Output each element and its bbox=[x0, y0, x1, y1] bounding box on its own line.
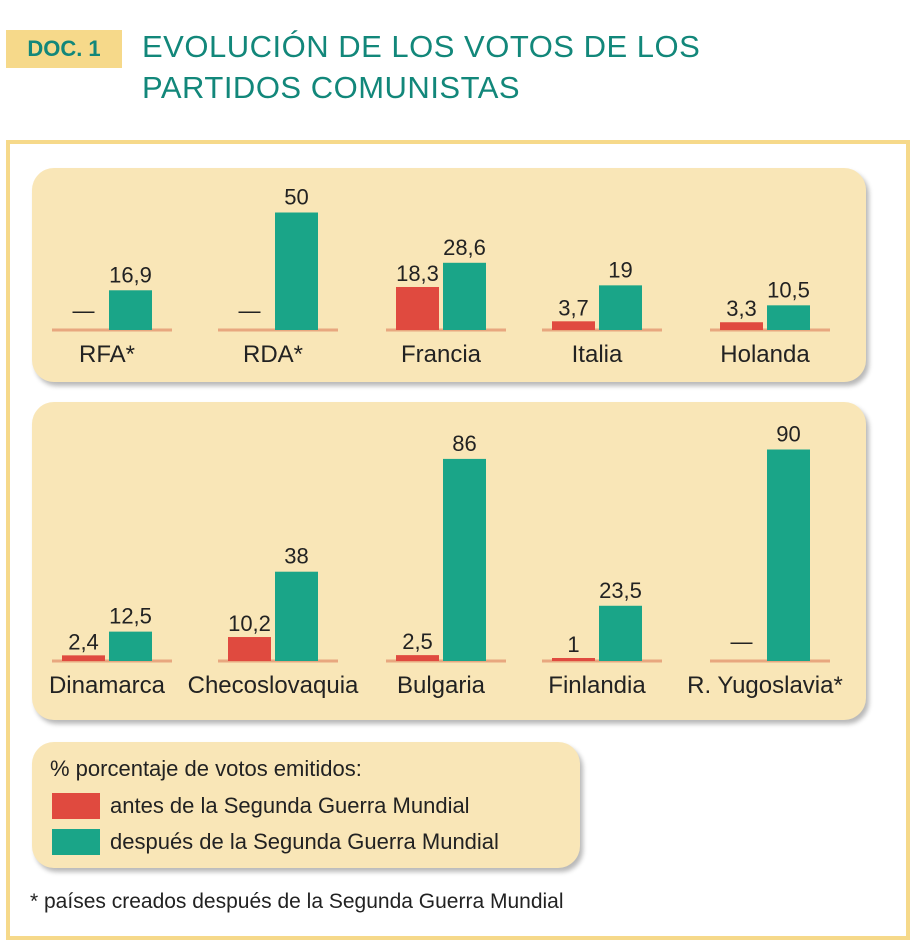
legend-item-after: después de la Segunda Guerra Mundial bbox=[52, 828, 499, 856]
category-label-rda: RDA* bbox=[243, 341, 303, 368]
legend-swatch-before bbox=[52, 793, 100, 819]
category-label-rfa: RFA* bbox=[79, 341, 135, 368]
data-label-after-rfa: 16,9 bbox=[109, 262, 152, 287]
data-label-after-holanda: 10,5 bbox=[767, 277, 810, 302]
bar-after-rda bbox=[275, 212, 318, 330]
title-line-2: PARTIDOS COMUNISTAS bbox=[142, 70, 521, 105]
bar-after-bulgaria bbox=[443, 458, 486, 661]
data-label-before-holanda: 3,3 bbox=[726, 296, 757, 321]
bar-after-r-yugoslavia bbox=[767, 449, 810, 661]
category-label-francia: Francia bbox=[401, 341, 482, 368]
data-label-after-dinamarca: 12,5 bbox=[109, 604, 152, 629]
category-label-finlandia: Finlandia bbox=[548, 672, 646, 699]
bar-after-rfa bbox=[109, 290, 152, 330]
footnote: * países creados después de la Segunda G… bbox=[30, 890, 564, 913]
data-label-after-rda: 50 bbox=[284, 185, 308, 210]
page-title: EVOLUCIÓN DE LOS VOTOS DE LOS PARTIDOS C… bbox=[142, 26, 882, 108]
bar-after-dinamarca bbox=[109, 631, 152, 661]
data-label-after-italia: 19 bbox=[608, 257, 632, 282]
bar-before-bulgaria bbox=[396, 655, 439, 661]
bar-after-holanda bbox=[767, 305, 810, 330]
bar-before-italia bbox=[552, 321, 595, 330]
data-label-before-rda: — bbox=[239, 298, 261, 323]
category-label-bulgaria: Bulgaria bbox=[397, 672, 486, 699]
legend-item-before: antes de la Segunda Guerra Mundial bbox=[52, 792, 470, 820]
category-label-holanda: Holanda bbox=[720, 341, 810, 368]
legend: % porcentaje de votos emitidos: antes de… bbox=[32, 742, 580, 868]
legend-swatch-after bbox=[52, 829, 100, 855]
bar-after-italia bbox=[599, 285, 642, 330]
category-label-italia: Italia bbox=[572, 341, 623, 368]
data-label-after-r-yugoslavia: 90 bbox=[776, 422, 800, 447]
data-label-before-bulgaria: 2,5 bbox=[402, 629, 433, 654]
data-label-before-rfa: — bbox=[73, 298, 95, 323]
title-line-1: EVOLUCIÓN DE LOS VOTOS DE LOS bbox=[142, 29, 701, 64]
category-label-dinamarca: Dinamarca bbox=[49, 672, 166, 699]
data-label-before-francia: 18,3 bbox=[396, 261, 439, 286]
bar-after-finlandia bbox=[599, 605, 642, 661]
legend-title: % porcentaje de votos emitidos: bbox=[50, 756, 362, 781]
data-label-after-checoslovaquia: 38 bbox=[284, 544, 308, 569]
data-label-after-bulgaria: 86 bbox=[452, 431, 476, 456]
data-label-before-italia: 3,7 bbox=[558, 295, 589, 320]
doc-tag: DOC. 1 bbox=[6, 30, 122, 68]
data-label-after-francia: 28,6 bbox=[443, 235, 486, 260]
category-label-r-yugoslavia: R. Yugoslavia* bbox=[687, 672, 843, 699]
data-label-before-dinamarca: 2,4 bbox=[68, 629, 99, 654]
bar-after-checoslovaquia bbox=[275, 571, 318, 661]
legend-label-after: después de la Segunda Guerra Mundial bbox=[110, 829, 499, 854]
data-label-before-checoslovaquia: 10,2 bbox=[228, 611, 271, 636]
bar-before-francia bbox=[396, 286, 439, 330]
bar-before-dinamarca bbox=[62, 655, 105, 661]
legend-label-before: antes de la Segunda Guerra Mundial bbox=[110, 793, 470, 818]
bar-before-finlandia bbox=[552, 658, 595, 661]
data-label-before-r-yugoslavia: — bbox=[731, 629, 753, 654]
data-label-before-finlandia: 1 bbox=[567, 632, 579, 657]
bar-before-holanda bbox=[720, 322, 763, 330]
category-label-checoslovaquia: Checoslovaquia bbox=[188, 672, 359, 699]
bar-before-checoslovaquia bbox=[228, 637, 271, 661]
bar-after-francia bbox=[443, 262, 486, 330]
data-label-after-finlandia: 23,5 bbox=[599, 578, 642, 603]
